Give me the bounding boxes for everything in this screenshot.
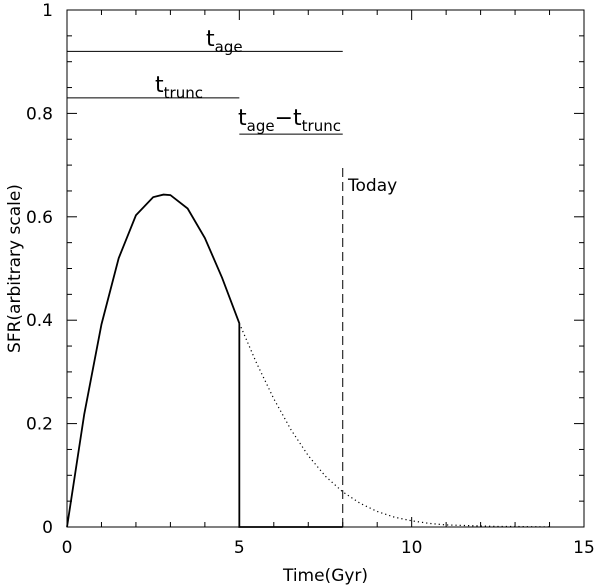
- series-layer: [66, 193, 550, 528]
- y-tick-label: 0: [42, 518, 53, 538]
- x-tick-label: 5: [234, 538, 245, 558]
- t-age-subscript: age: [215, 38, 243, 56]
- y-tick-label: 1: [42, 1, 53, 21]
- y-tick-label: 0.8: [26, 104, 53, 124]
- t-trunc-annotation: ttrunc: [155, 73, 203, 102]
- t-age-base: t: [206, 27, 215, 52]
- t-trunc-subscript: trunc: [164, 84, 203, 102]
- diff-base-1: t: [238, 106, 247, 131]
- t-age-annotation: tage: [206, 27, 243, 56]
- x-tick-label: 15: [573, 538, 595, 558]
- series-line-0: [66, 193, 241, 528]
- y-tick-label: 0.4: [26, 311, 53, 331]
- diff-subscript-1: age: [247, 117, 275, 135]
- x-ticks: 0 5 10 15: [62, 10, 595, 558]
- x-axis-label: Time(Gyr): [282, 566, 368, 586]
- t-age-minus-t-trunc-annotation: tage−ttrunc: [238, 106, 341, 135]
- y-axis-label: SFR(arbitrary scale): [5, 184, 25, 353]
- x-tick-label: 10: [401, 538, 423, 558]
- today-label: Today: [347, 176, 397, 196]
- diff-minus: −: [275, 106, 293, 131]
- diff-subscript-2: trunc: [302, 117, 341, 135]
- plot-frame: [66, 9, 585, 528]
- y-ticks: 0 0.2 0.4 0.6 0.8 1: [26, 1, 584, 538]
- y-tick-label: 0.6: [26, 208, 53, 228]
- range-layer: [67, 50, 344, 527]
- y-tick-label: 0.2: [26, 415, 53, 435]
- series-line-1: [238, 323, 343, 528]
- diff-base-2: t: [293, 106, 302, 131]
- t-trunc-base: t: [155, 73, 164, 98]
- x-tick-label: 0: [62, 538, 73, 558]
- series-line-2: [238, 323, 550, 528]
